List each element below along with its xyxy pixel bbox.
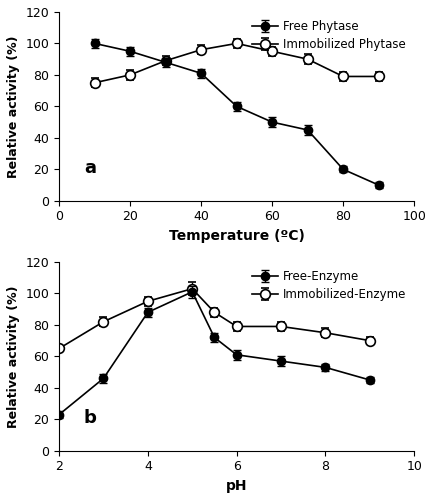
X-axis label: Temperature (ºC): Temperature (ºC) [169,229,304,243]
X-axis label: pH: pH [226,479,247,493]
Text: b: b [84,409,97,427]
Legend: Free Phytase, Immobilized Phytase: Free Phytase, Immobilized Phytase [250,18,408,54]
Y-axis label: Relative activity (%): Relative activity (%) [7,35,20,178]
Text: a: a [84,159,96,177]
Y-axis label: Relative activity (%): Relative activity (%) [7,285,20,428]
Legend: Free-Enzyme, Immobilized-Enzyme: Free-Enzyme, Immobilized-Enzyme [249,268,408,304]
